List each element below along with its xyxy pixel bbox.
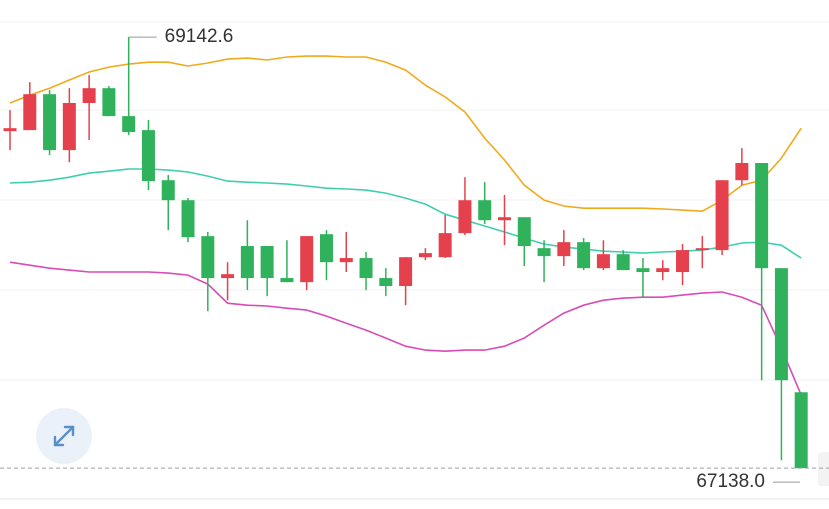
candle-body: [62, 103, 76, 151]
candle-body: [3, 128, 17, 132]
candle-body: [102, 88, 116, 117]
candle-body: [379, 278, 393, 287]
candle-body: [557, 242, 571, 257]
candle-body: [399, 257, 413, 287]
candle-body: [695, 248, 709, 251]
band-line: [9, 261, 802, 396]
candle-body: [656, 268, 670, 273]
candle-body: [715, 180, 729, 251]
candle-body: [240, 246, 254, 279]
candle-body: [201, 236, 215, 279]
candle-body: [141, 130, 155, 182]
candle-body: [498, 217, 511, 221]
candle-body: [300, 236, 314, 283]
candle-body: [418, 253, 432, 258]
candle-body: [636, 268, 650, 273]
candle-body: [359, 258, 373, 279]
candle-body: [735, 163, 749, 181]
candle-body: [774, 268, 788, 381]
band-line: [9, 168, 802, 259]
candle-body: [82, 88, 96, 104]
candle-body: [221, 274, 235, 279]
candle-body: [755, 163, 769, 269]
candle-body: [23, 94, 37, 131]
candle-body: [122, 116, 136, 133]
candle-body: [478, 200, 492, 221]
candle-body: [517, 217, 531, 247]
expand-button[interactable]: [36, 408, 92, 464]
candle-body: [596, 254, 610, 269]
candle-body: [339, 258, 353, 263]
max-high-label: 69142.6: [165, 26, 234, 47]
band-line: [9, 55, 802, 213]
candle-body: [794, 392, 808, 469]
candle-body: [616, 254, 630, 271]
candle-body: [181, 200, 195, 238]
candle-body: [458, 200, 472, 234]
grid: [0, 21, 829, 500]
candle-body: [43, 94, 57, 151]
candle-body: [319, 234, 333, 263]
min-low-label: 67138.0: [696, 471, 765, 492]
expand-icon[interactable]: [53, 425, 75, 447]
candle-body: [260, 246, 274, 279]
candle-body: [280, 278, 294, 283]
candle-body: [161, 180, 175, 201]
candle-body: [438, 233, 452, 258]
candle-body: [676, 250, 690, 273]
candle-body: [537, 248, 551, 257]
candle-body: [577, 242, 591, 269]
edge-panel: [818, 452, 829, 486]
